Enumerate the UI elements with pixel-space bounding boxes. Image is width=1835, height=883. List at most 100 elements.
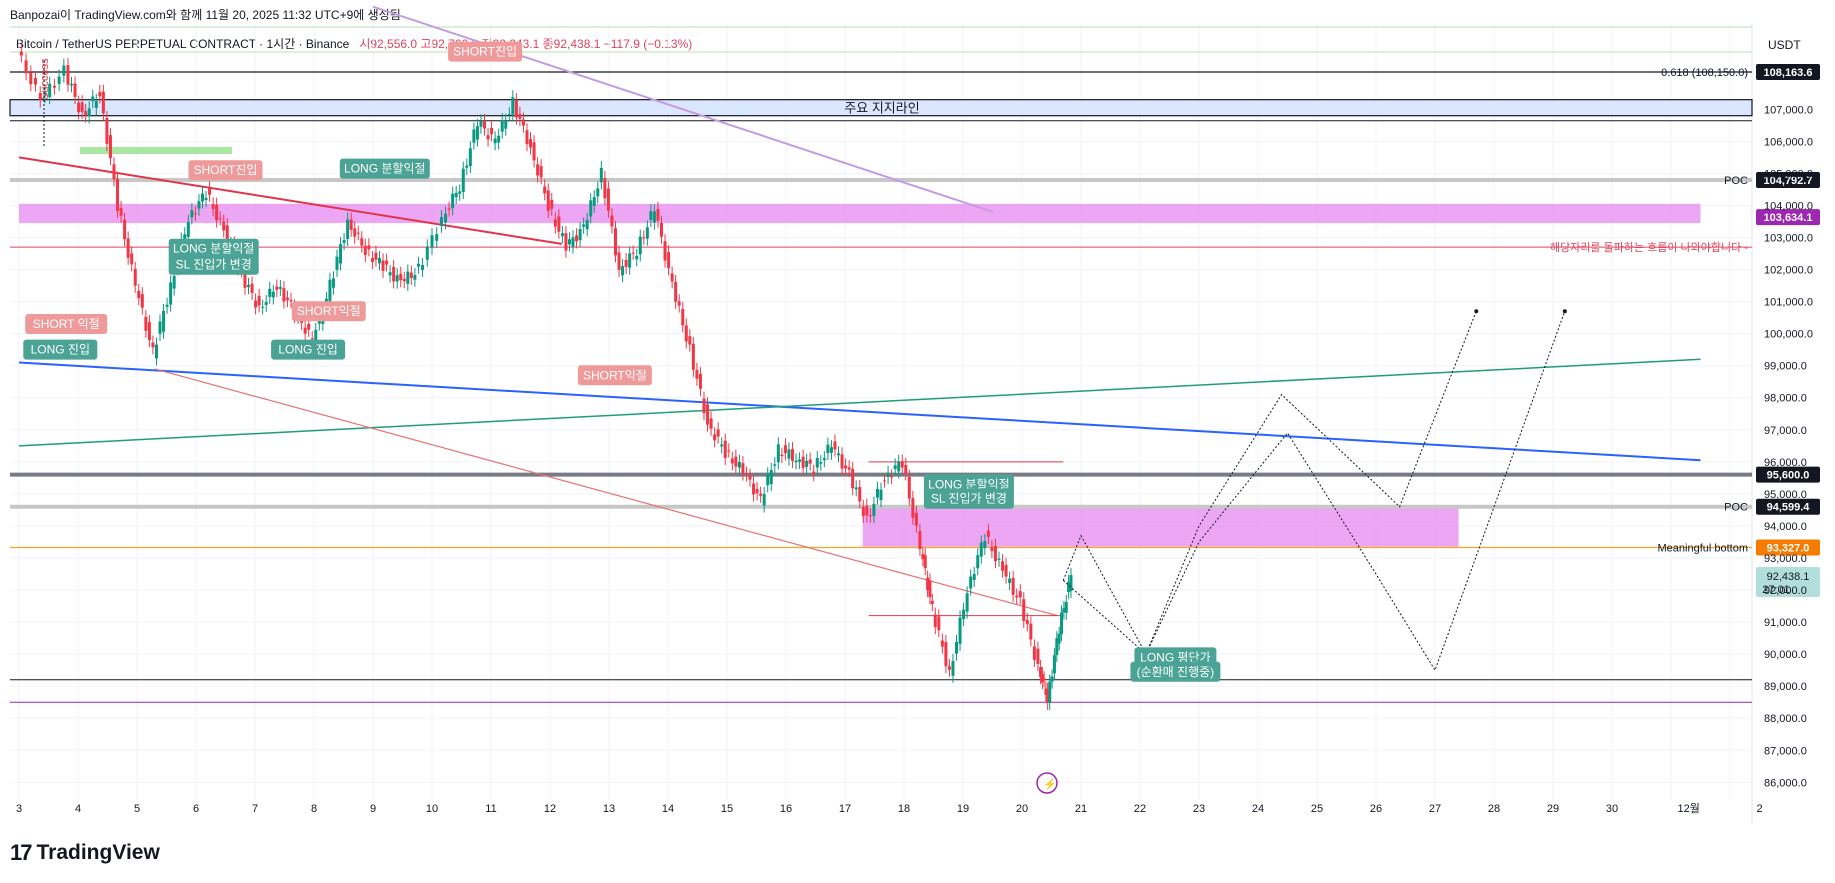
candle-body xyxy=(716,429,720,437)
y-tick-label: 92,000.0 xyxy=(1764,585,1807,597)
candle-body xyxy=(257,295,261,306)
x-tick-label: 18 xyxy=(898,803,910,815)
candle-body xyxy=(439,217,443,226)
y-tick-label: 89,000.0 xyxy=(1764,681,1807,693)
candle-body xyxy=(798,459,802,462)
y-tick-label: 99,000.0 xyxy=(1764,361,1807,373)
x-tick-label: 2 xyxy=(1756,803,1762,815)
candle-body xyxy=(1067,581,1071,593)
candle-body xyxy=(19,51,23,56)
candle-body xyxy=(204,197,208,200)
candle-body xyxy=(875,488,879,498)
candle-body xyxy=(759,493,763,496)
x-tick-label: 15 xyxy=(721,803,733,815)
candle-body xyxy=(140,294,144,308)
tradingview-brand[interactable]: 17 TradingView xyxy=(10,840,160,866)
candle-body xyxy=(532,142,536,161)
x-tick-label: 25 xyxy=(1311,803,1323,815)
candle-body xyxy=(1022,599,1026,622)
annotation-box xyxy=(271,339,346,360)
candle-body xyxy=(955,641,959,654)
candle-body xyxy=(186,221,190,237)
x-tick-label: 5 xyxy=(134,803,140,815)
candle-body xyxy=(1001,561,1005,571)
candle-body xyxy=(483,120,487,129)
candle-body xyxy=(972,574,976,581)
candle-body xyxy=(493,138,497,144)
candle-body xyxy=(933,614,937,628)
candle-body xyxy=(603,178,607,199)
price-tag-bg xyxy=(1756,64,1820,80)
annotation-text: SL 진입가 변경 xyxy=(931,492,1007,506)
candle-body xyxy=(773,464,777,466)
tradingview-logo-icon: 17 xyxy=(10,840,33,865)
candle-body xyxy=(1057,633,1061,644)
candle-body xyxy=(628,253,632,268)
annotation-text: LONG 분할익절 xyxy=(173,242,255,256)
candle-body xyxy=(52,85,56,88)
candle-body xyxy=(101,91,105,114)
candle-body xyxy=(624,259,628,267)
currency-label[interactable]: USDT xyxy=(1768,38,1801,52)
candle-body xyxy=(435,234,439,241)
trendline-green-rising xyxy=(18,358,1701,447)
candle-body xyxy=(91,96,95,102)
candle-body xyxy=(879,489,883,501)
candle-body xyxy=(77,102,81,113)
candle-body xyxy=(282,288,286,302)
candle-body xyxy=(944,641,948,667)
annotation-box xyxy=(1130,661,1221,682)
annotation-box xyxy=(577,365,652,386)
x-tick-label: 19 xyxy=(957,803,969,815)
annotation-box xyxy=(168,254,259,275)
price-tag-text: 108,163.6 xyxy=(1764,67,1813,79)
candle-body xyxy=(585,219,589,230)
candle-body xyxy=(285,297,289,300)
candle-body xyxy=(147,322,151,341)
annotation-text: LONG 분할익절 xyxy=(344,162,426,176)
candle-body xyxy=(507,114,511,116)
projection-arrow xyxy=(1562,309,1567,314)
candle-body xyxy=(951,660,955,676)
x-tick-label: 23 xyxy=(1193,803,1205,815)
candle-body xyxy=(413,275,417,280)
candle-body xyxy=(656,208,660,221)
candle-body xyxy=(921,553,925,560)
zones: 주요 지지라인 xyxy=(9,99,1753,547)
candle-body xyxy=(805,460,809,467)
candle-body xyxy=(165,304,169,307)
candle-body xyxy=(1055,638,1059,655)
success-label: Success xyxy=(39,58,51,100)
candle-body xyxy=(307,323,311,330)
candle-body xyxy=(564,233,568,251)
x-tick-label: 22 xyxy=(1134,803,1146,815)
candle-body xyxy=(748,475,752,480)
candle-body xyxy=(557,216,561,232)
candle-body xyxy=(997,558,1001,560)
candle-body xyxy=(98,91,102,97)
y-tick-label: 95,000.0 xyxy=(1764,489,1807,501)
candle-body xyxy=(116,178,120,211)
candle-body xyxy=(962,609,966,620)
candle-body xyxy=(589,200,593,217)
support-band xyxy=(9,99,1753,117)
candle-body xyxy=(211,204,215,209)
candle-body xyxy=(521,119,525,126)
time-axis: 3 4 5 6 7 8 9 10 11 12 13 14 15 16 17 18 19 20 21 22 23 24 25 2… xyxy=(16,802,1763,815)
candle-body xyxy=(783,445,787,454)
candle-body xyxy=(578,229,582,241)
annotation-text: LONG 분할익절 xyxy=(928,477,1010,491)
y-tick-label: 104,000.0 xyxy=(1764,200,1813,212)
x-tick-label: 13 xyxy=(603,803,615,815)
candle-body xyxy=(504,120,508,129)
candle-body xyxy=(993,545,997,562)
candle-body xyxy=(123,219,127,240)
candle-body xyxy=(529,139,533,148)
annotation-text: LONG 진입 xyxy=(278,343,337,357)
candle-body xyxy=(539,166,543,178)
candle-body xyxy=(335,256,339,270)
candle-body xyxy=(218,218,222,220)
candle-body xyxy=(744,473,748,475)
candle-body xyxy=(575,235,579,242)
